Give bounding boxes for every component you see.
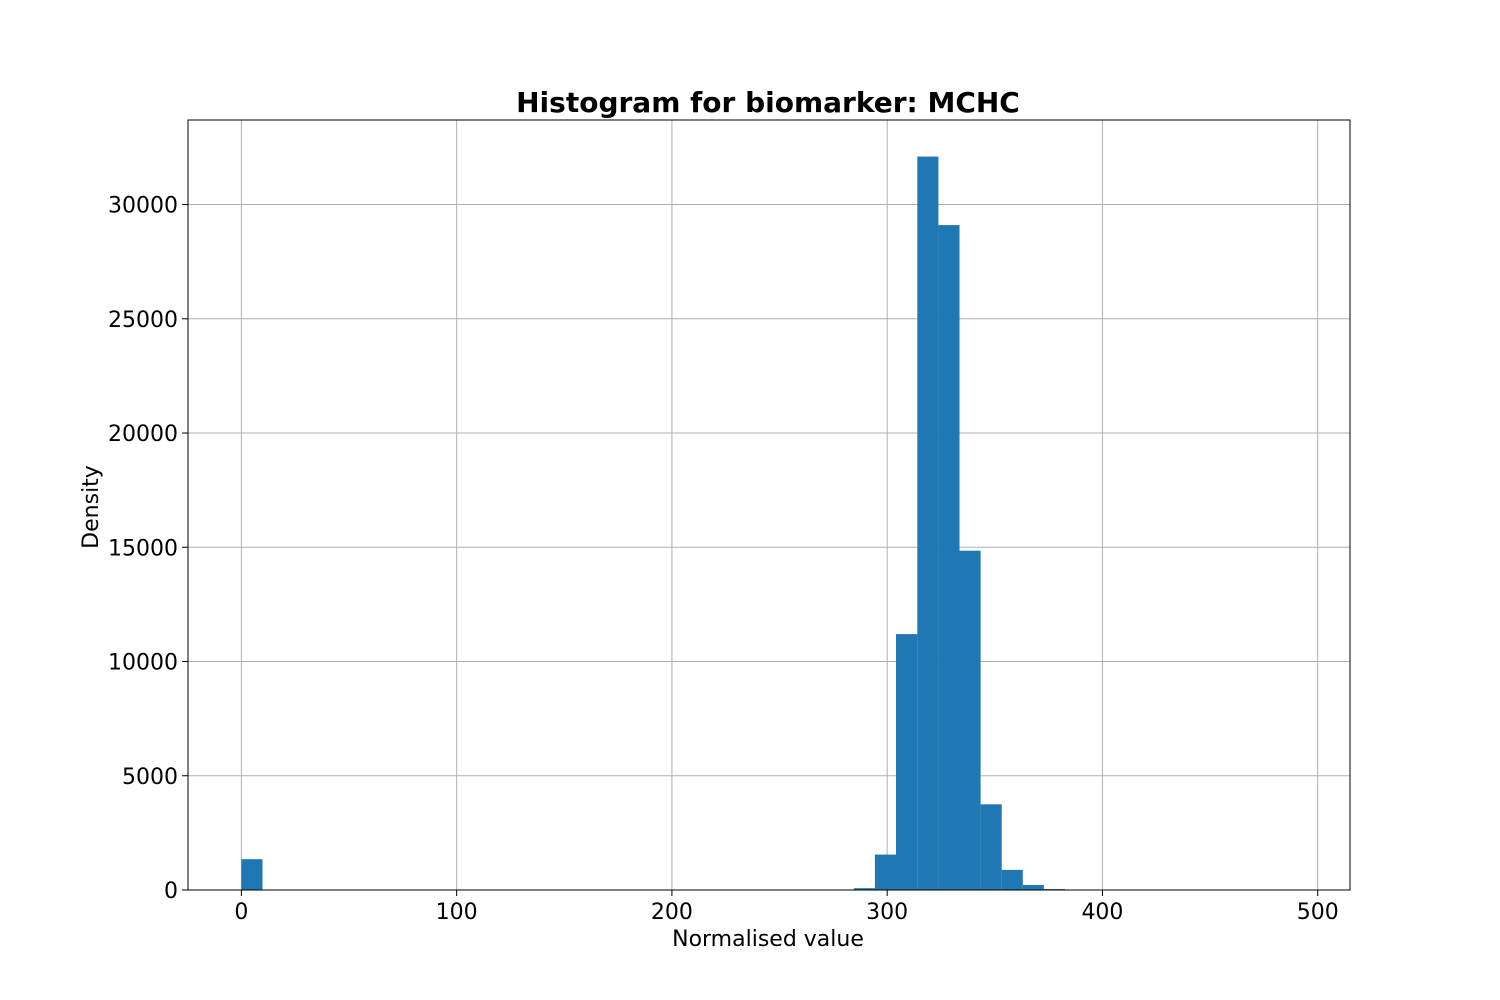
y-tick-label: 10000 — [108, 651, 178, 676]
x-tick-label: 500 — [1297, 900, 1339, 925]
x-tick-label: 400 — [1081, 900, 1123, 925]
chart-title: Histogram for biomarker: MCHC — [516, 86, 1020, 119]
y-axis: 0 5000 10000 15000 20000 25000 30000 — [108, 194, 188, 904]
histogram-bar — [241, 859, 263, 890]
y-tick-label: 5000 — [122, 765, 178, 790]
y-tick-label: 30000 — [108, 194, 178, 219]
x-tick-label: 100 — [436, 900, 478, 925]
histogram-bar — [1001, 869, 1023, 890]
x-axis: 0 100 200 300 400 500 — [234, 890, 1339, 925]
histogram-bar — [896, 634, 918, 890]
histogram-bar — [1022, 884, 1044, 890]
histogram-bar — [938, 225, 960, 890]
x-axis-label: Normalised value — [672, 927, 864, 952]
x-tick-label: 0 — [234, 900, 248, 925]
histogram-bar — [874, 854, 897, 890]
x-tick-label: 200 — [651, 900, 693, 925]
x-tick-label: 300 — [866, 900, 908, 925]
y-tick-label: 0 — [164, 879, 178, 904]
axes-frame — [187, 119, 1351, 891]
y-tick-label: 25000 — [108, 308, 178, 333]
grid — [188, 120, 1350, 891]
y-tick-label: 20000 — [108, 422, 178, 447]
histogram-bar — [853, 888, 875, 890]
histogram-bar — [917, 156, 939, 890]
bars — [241, 156, 1065, 890]
y-tick-label: 15000 — [108, 536, 178, 561]
histogram-bar — [980, 804, 1002, 890]
histogram-bar — [959, 550, 981, 890]
y-axis-label: Density — [79, 465, 104, 549]
